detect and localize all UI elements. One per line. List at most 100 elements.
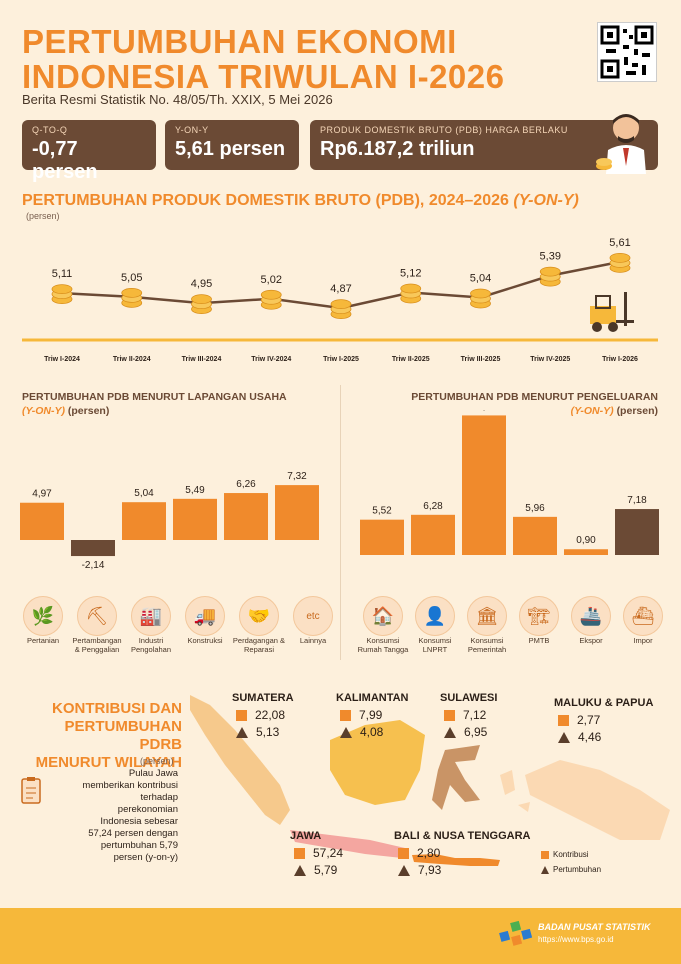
icon-item-ekspor: 🚢 Ekspor xyxy=(566,596,616,666)
coin-stack-point xyxy=(539,266,561,287)
bar-chart-2-title-text: PERTUMBUHAN PDB MENURUT PENGELUARAN xyxy=(411,391,658,403)
regions-title-1: KONTRIBUSI DAN xyxy=(52,700,182,717)
line-category-label: Triw II-2024 xyxy=(113,356,151,363)
forklift-icon xyxy=(586,292,638,334)
line-data-label: 5,12 xyxy=(400,268,421,280)
regions-note: Pulau Jawa memberikan kontribusi terhada… xyxy=(48,768,178,864)
leaf-icon: 🌿 xyxy=(23,596,63,636)
region-name: BALI & NUSA TENGGARA xyxy=(394,830,531,842)
crane-icon: 🏗 xyxy=(519,596,559,636)
region-kontribusi-row: 7,12 xyxy=(444,708,497,722)
title-line-1: PERTUMBUHAN EKONOMI xyxy=(22,23,457,60)
region-label-bali-nusa-tenggara: BALI & NUSA TENGGARA 2,80 7,93 xyxy=(394,830,530,877)
region-label-sulawesi: SULAWESI 7,12 6,95 xyxy=(440,692,497,739)
bar xyxy=(275,485,319,540)
coin-stack-point xyxy=(330,299,352,320)
bar xyxy=(224,493,268,540)
kontribusi-square-icon xyxy=(558,714,569,726)
note-line-6: 57,24 persen dengan xyxy=(88,828,178,839)
coin-stack-point xyxy=(191,294,212,315)
bar-value-label: -2,14 xyxy=(82,560,105,571)
line-category-label: Triw I-2025 xyxy=(323,356,359,363)
region-kontribusi-value: 2,77 xyxy=(577,713,601,727)
line-data-label: 5,02 xyxy=(261,274,282,286)
bar-chart-2-title: PERTUMBUHAN PDB MENURUT PENGELUARAN (Y-O… xyxy=(356,390,658,418)
bar-chart-lapangan-usaha: 4,97 -2,14 5,04 5,49 6,26 7,32 xyxy=(20,471,319,571)
regions-title: KONTRIBUSI DAN PERTUMBUHAN PDRB MENURUT … xyxy=(22,700,182,772)
line-data-label: 5,05 xyxy=(121,272,142,284)
pengeluaran-icons-row: 🏠 Konsumsi Rumah Tangga 👤 Konsumsi LNPRT… xyxy=(358,596,668,666)
bar-value-label: 5,96 xyxy=(525,503,545,514)
qtoq-value: -0,77 persen xyxy=(32,138,98,183)
coin-stack-point xyxy=(609,252,631,273)
bps-logo-icon[interactable] xyxy=(496,918,536,954)
region-label-kalimantan: KALIMANTAN 7,99 4,08 xyxy=(336,692,409,739)
kontribusi-square-icon xyxy=(398,847,409,859)
bar-value-label: 6,26 xyxy=(236,479,256,490)
bar-chart-1-title-text: PERTUMBUHAN PDB MENURUT LAPANGAN USAHA xyxy=(22,391,287,403)
icon-item-lainnya: etc Lainnya xyxy=(288,596,338,666)
regions-title-2: PERTUMBUHAN PDRB xyxy=(64,718,183,753)
region-kontribusi-value: 7,12 xyxy=(463,708,487,722)
bar-value-label: 6,28 xyxy=(423,501,443,512)
footer-org: BADAN PUSAT STATISTIK xyxy=(538,922,651,932)
coin-stack-point xyxy=(400,283,422,304)
legend-pertumbuhan-label: Pertumbuhan xyxy=(553,865,602,874)
pertumbuhan-triangle-icon xyxy=(558,731,570,743)
region-name: SUMATERA xyxy=(232,692,294,704)
bar-chart-1-title: PERTUMBUHAN PDB MENURUT LAPANGAN USAHA (… xyxy=(22,390,287,418)
icon-label-perdagangan: Perdagangan & Reparasi xyxy=(232,636,286,654)
icon-item-impor: ⛴ Impor xyxy=(618,596,668,666)
trade-icon: 🤝 xyxy=(239,596,279,636)
note-line-5: Indonesia sebesar xyxy=(100,816,178,827)
bar-value-label: 21,81 xyxy=(471,410,496,412)
icon-item-industri: 🏭 Industri Pengolahan xyxy=(126,596,176,666)
bar xyxy=(71,540,115,557)
qr-code-icon[interactable] xyxy=(597,22,657,82)
icon-item-pertanian: 🌿 Pertanian xyxy=(18,596,68,666)
line-category-label: Triw II-2025 xyxy=(392,356,430,363)
footer-url[interactable]: https://www.bps.go.id xyxy=(538,935,614,944)
region-pertumbuhan-row: 7,93 xyxy=(398,863,530,877)
yony-value: 5,61 persen xyxy=(175,138,286,160)
kontribusi-square-icon xyxy=(444,709,455,721)
line-category-label: Triw I-2026 xyxy=(602,356,638,363)
note-line-3: terhadap xyxy=(140,792,178,803)
region-name: KALIMANTAN xyxy=(336,692,409,704)
indonesia-map xyxy=(190,695,670,866)
line-data-label: 5,61 xyxy=(609,237,630,249)
region-pertumbuhan-value: 5,13 xyxy=(256,725,280,739)
page-title: PERTUMBUHAN EKONOMI INDONESIA TRIWULAN I… xyxy=(22,24,505,94)
bar-value-label: 4,97 xyxy=(32,489,52,500)
icon-item-konsumsi-rt: 🏠 Konsumsi Rumah Tangga xyxy=(358,596,408,666)
region-pertumbuhan-value: 7,93 xyxy=(418,863,442,877)
line-data-label: 5,11 xyxy=(52,268,73,280)
region-name: JAWA xyxy=(290,830,322,842)
coin-stack-point xyxy=(260,289,282,310)
map-sulawesi xyxy=(432,745,480,810)
icon-label-pemerintah: Konsumsi Pemerintah xyxy=(467,636,507,654)
region-pertumbuhan-row: 5,13 xyxy=(236,725,294,739)
map-kalimantan xyxy=(330,720,425,805)
bar xyxy=(411,514,455,555)
bar xyxy=(122,502,166,540)
yony-box: Y-ON-Y 5,61 persen xyxy=(165,120,299,170)
bar xyxy=(173,498,217,540)
line-chart: 5,11 Triw I-2024 5,05 Triw II-2024 4,95 Triw … xyxy=(22,237,658,363)
line-category-label: Triw IV-2025 xyxy=(530,356,570,363)
bar-chart-1-unit: (persen) xyxy=(67,405,110,417)
regions-unit: (persen) xyxy=(140,756,174,766)
region-kontribusi-row: 2,77 xyxy=(558,713,653,727)
region-kontribusi-row: 2,80 xyxy=(398,846,530,860)
person-icon: 👤 xyxy=(415,596,455,636)
icon-label-pertanian: Pertanian xyxy=(26,636,60,645)
line-category-label: Triw I-2024 xyxy=(44,356,80,363)
line-chart-title-text: PERTUMBUHAN PRODUK DOMESTIK BRUTO (PDB),… xyxy=(22,192,509,209)
map-jawa xyxy=(290,830,405,858)
businessman-illustration xyxy=(596,108,656,174)
line-chart-unit: (persen) xyxy=(26,211,60,221)
bar-value-label: 5,04 xyxy=(134,488,154,499)
note-line-7: pertumbuhan 5,79 xyxy=(100,840,178,851)
panel-divider xyxy=(340,385,341,660)
region-pertumbuhan-row: 6,95 xyxy=(444,725,497,739)
